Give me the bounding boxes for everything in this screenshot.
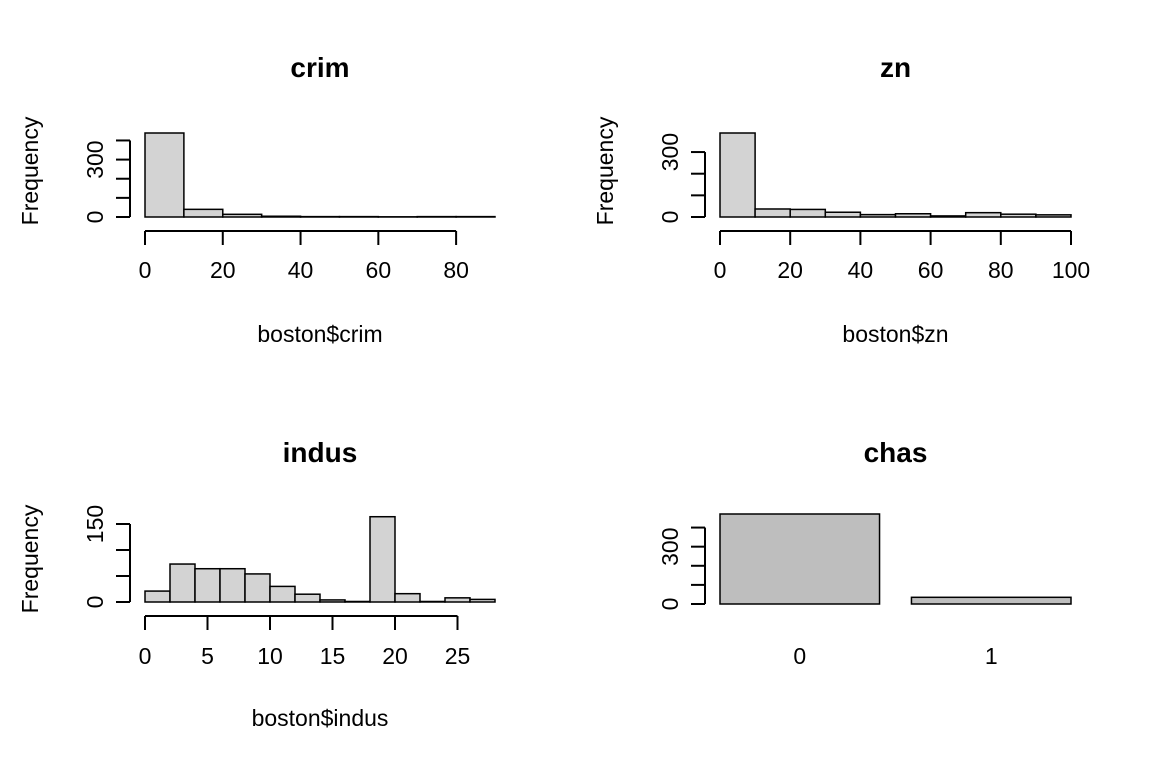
histogram-bar [222,213,263,218]
histogram-bar [754,208,791,218]
y-axis-label: Frequency [592,116,618,225]
x-tick-label: 0 [714,257,727,283]
x-axis-label: boston$zn [842,321,948,347]
histogram-bar [444,597,471,603]
y-axis-label: Frequency [17,504,43,613]
histogram-bar [419,600,446,603]
histogram-bar [144,590,171,603]
y-tick-label: 150 [82,505,108,543]
x-axis-label: boston$indus [252,705,389,731]
x-tick-label: 80 [443,257,469,283]
histogram-bar [183,208,224,218]
histogram-bar [964,211,1002,218]
histogram-bar [169,563,196,603]
x-tick-label: 20 [777,257,803,283]
panel-zn: zn 0 300 Frequency 0 20 40 60 80 100 boston$zn [592,52,1090,347]
histogram-bar [859,213,897,218]
histogram-bar [194,567,221,603]
histogram-bar [824,211,862,218]
histogram-bar [394,592,421,603]
histogram-bar [469,598,496,603]
x-tick-label: 0 [139,643,152,669]
y-tick-label: 0 [82,596,108,609]
histogram-bar [219,567,246,603]
x-tick-label: 60 [366,257,392,283]
x-tick-label: 80 [988,257,1014,283]
x-tick-label: 10 [257,643,283,669]
x-tick-label: 0 [139,257,152,283]
bar [910,596,1072,605]
y-tick-label: 300 [657,527,683,565]
panel-title: indus [283,437,358,468]
histogram-bar [894,213,932,218]
y-tick-label: 0 [657,211,683,224]
panel-title: zn [880,52,911,83]
x-tick-label: 20 [382,643,408,669]
x-tick-label: 25 [445,643,471,669]
histogram-bar [369,515,396,603]
y-tick-label: 300 [82,140,108,178]
x-axis-label: boston$crim [257,321,382,347]
panel-crim: crim 0 300 Frequency 0 20 40 60 80 boston$crim [17,52,496,347]
panel-indus: indus 0 150 Frequency 0 5 10 15 20 25 boston$indus [17,437,496,731]
histogram-bar [294,593,321,603]
y-tick-label: 0 [82,211,108,224]
y-tick-label: 300 [657,133,683,171]
panel-title: chas [864,437,928,468]
histogram-bar [789,208,827,218]
histogram-bar [929,215,967,218]
histogram-bar [344,600,371,603]
x-tick-label: 40 [848,257,874,283]
y-axis-label: Frequency [17,116,43,225]
x-tick-label: 20 [210,257,236,283]
x-tick-label: 15 [320,643,346,669]
panel-chas: chas 0 300 0 1 [657,437,1072,669]
histogram-bar [319,599,346,603]
histogram-bar [244,573,271,603]
histogram-bar [144,132,185,218]
x-tick-label: 100 [1052,257,1090,283]
x-tick-label: 1 [985,643,998,669]
panel-title: crim [290,52,349,83]
histogram-bar [1035,214,1072,218]
histogram-bar [260,215,302,218]
x-tick-label: 40 [288,257,314,283]
histogram-bar [719,132,756,218]
histogram-bar [269,585,296,603]
y-tick-label: 0 [657,598,683,611]
histogram-bar [1000,213,1037,218]
x-tick-label: 5 [201,643,214,669]
bar [719,513,881,605]
x-tick-label: 0 [793,643,806,669]
x-tick-label: 60 [918,257,944,283]
